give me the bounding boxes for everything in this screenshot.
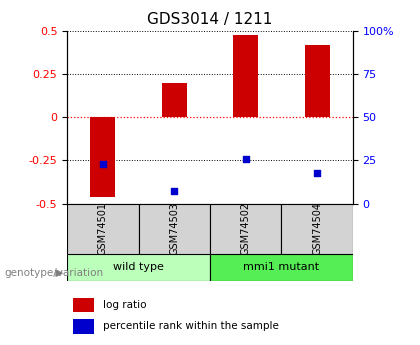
Text: GSM74503: GSM74503 <box>169 202 179 255</box>
Point <box>171 189 178 194</box>
Bar <box>67 204 139 254</box>
Bar <box>210 204 281 254</box>
Bar <box>233 34 258 117</box>
Bar <box>304 45 330 117</box>
Text: log ratio: log ratio <box>103 300 147 310</box>
Text: wild type: wild type <box>113 263 164 272</box>
Text: genotype/variation: genotype/variation <box>4 268 103 277</box>
Point <box>242 156 249 161</box>
Bar <box>67 254 210 281</box>
Bar <box>73 298 94 312</box>
Bar <box>210 254 353 281</box>
Bar <box>162 83 187 117</box>
Text: GSM74501: GSM74501 <box>98 202 108 255</box>
Point <box>314 170 320 175</box>
Title: GDS3014 / 1211: GDS3014 / 1211 <box>147 12 273 27</box>
Bar <box>139 204 210 254</box>
Point <box>100 161 106 167</box>
Text: percentile rank within the sample: percentile rank within the sample <box>103 322 279 332</box>
Text: GSM74504: GSM74504 <box>312 202 322 255</box>
Bar <box>73 319 94 334</box>
Text: mmi1 mutant: mmi1 mutant <box>243 263 320 272</box>
Bar <box>281 204 353 254</box>
Text: GSM74502: GSM74502 <box>241 202 251 255</box>
Bar <box>90 117 116 197</box>
